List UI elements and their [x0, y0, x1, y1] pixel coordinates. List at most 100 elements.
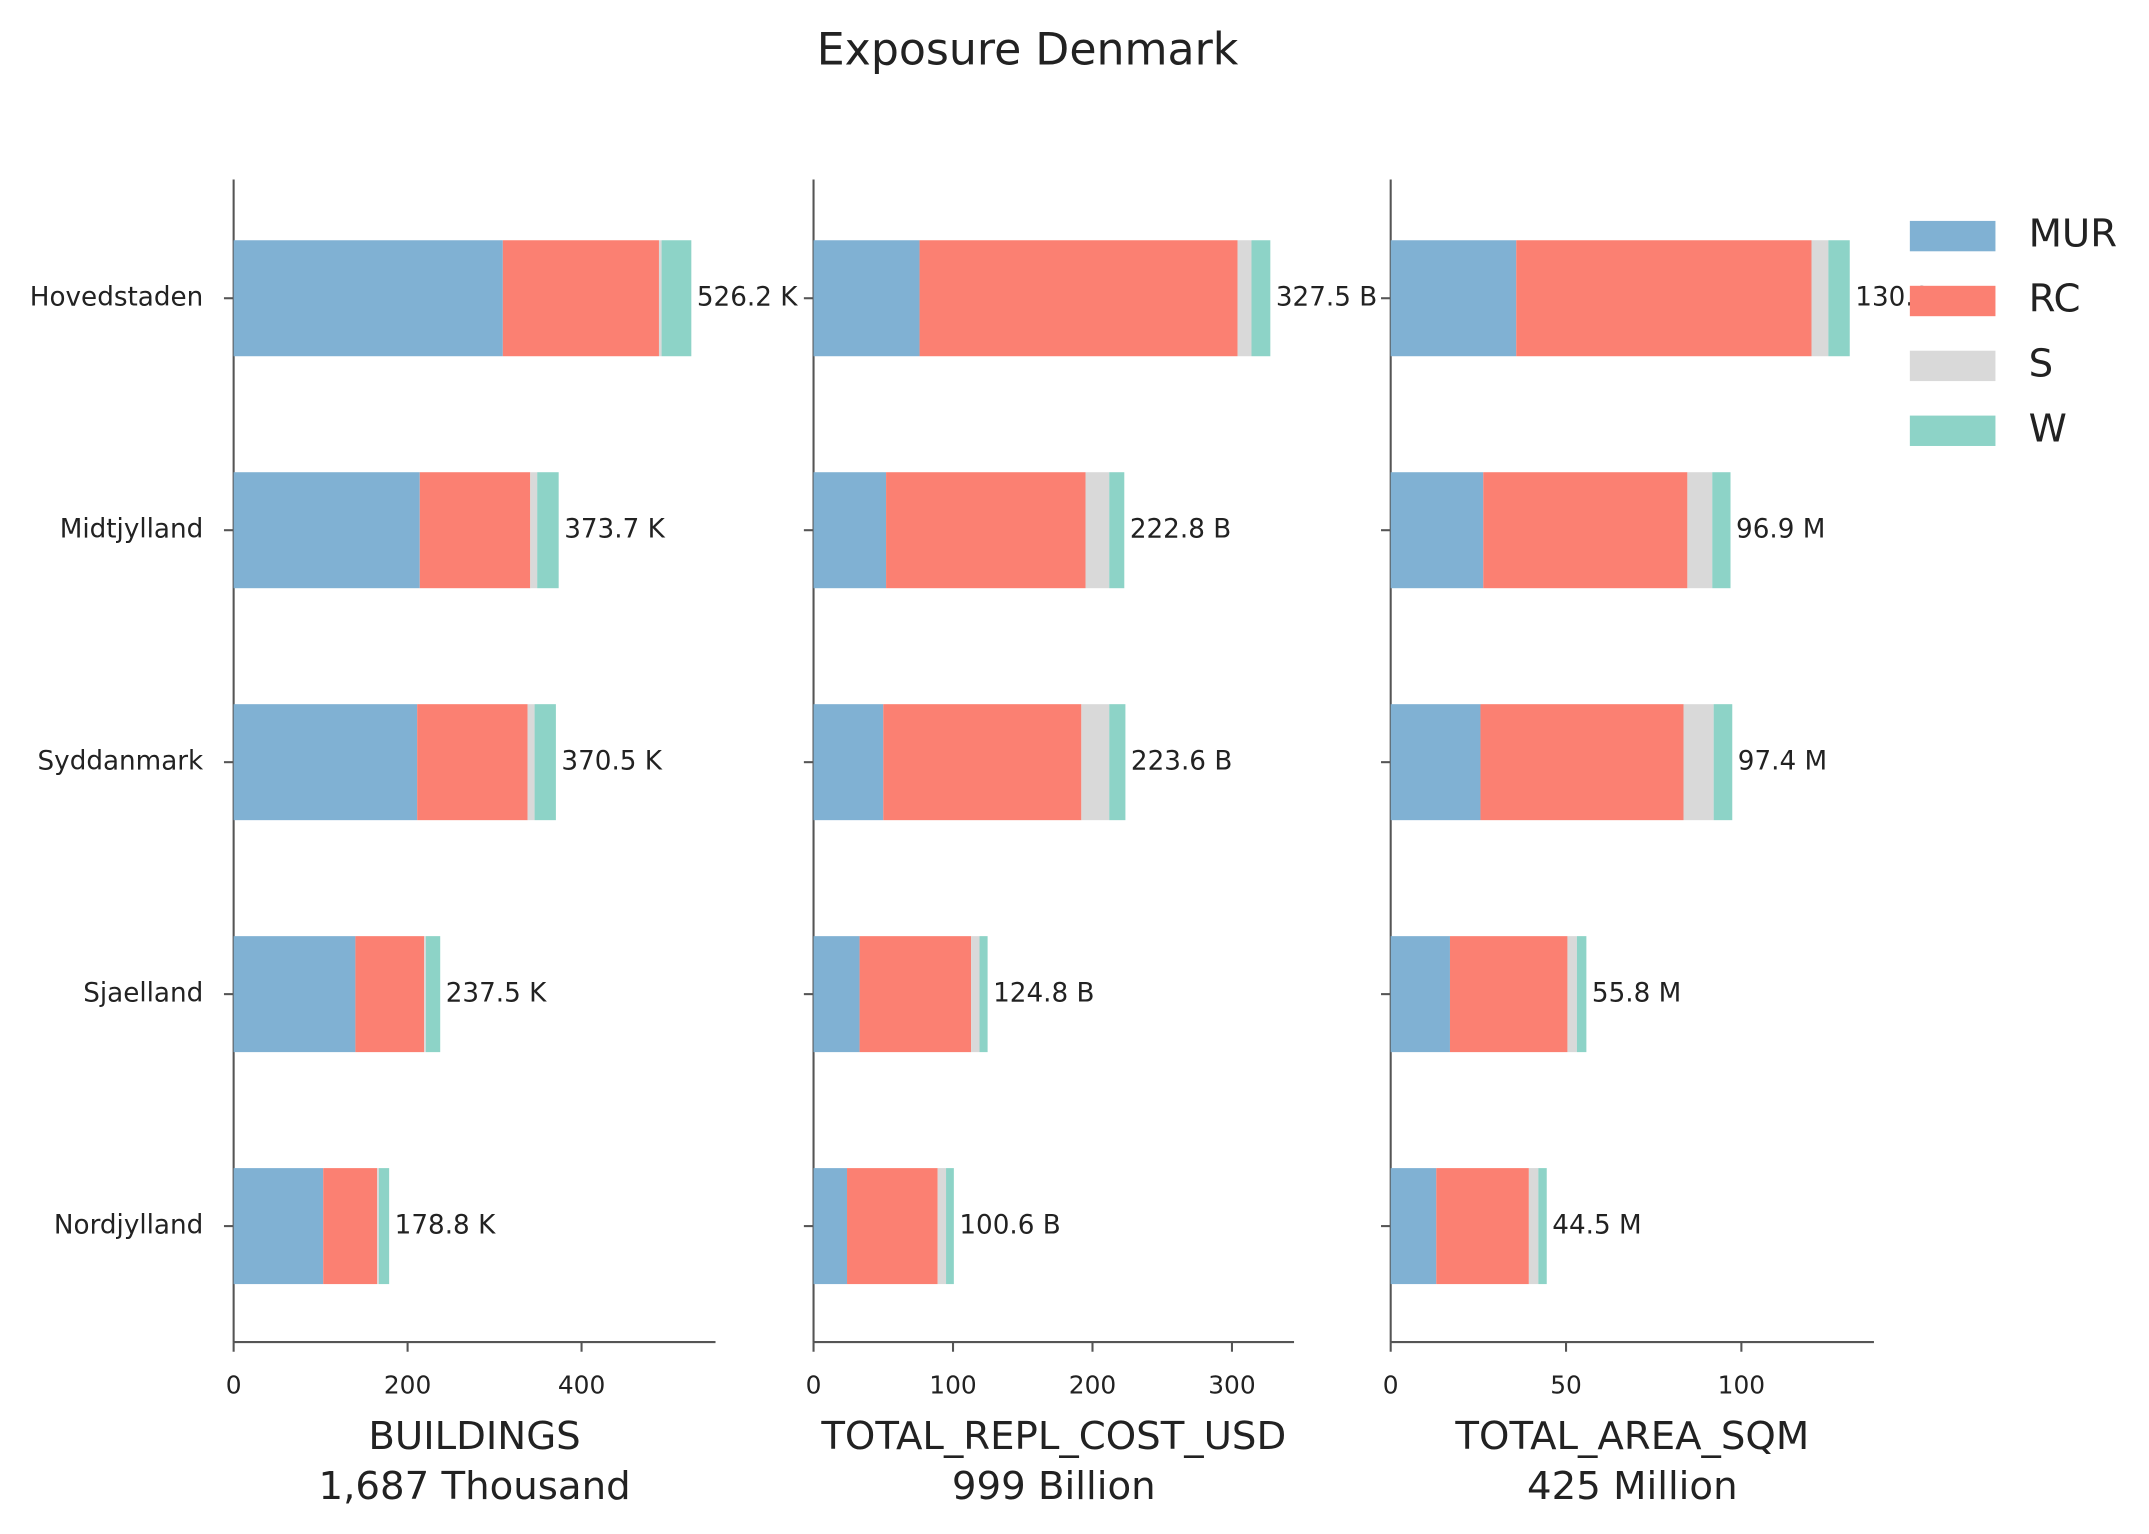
total-label: 370.5 K [561, 747, 662, 777]
bar-segment [534, 704, 556, 821]
bar-segment [1390, 472, 1484, 589]
x-tick-label: 50 [1550, 1370, 1582, 1399]
bar-segment [233, 704, 418, 821]
bar-segment [658, 240, 662, 357]
bar-segment [1528, 1168, 1539, 1285]
total-label: 327.5 B [1276, 283, 1377, 313]
bar-segment [1713, 704, 1733, 821]
bar-segment [813, 936, 860, 1053]
x-axis-subtitle: 425 Million [1527, 1464, 1738, 1509]
y-tick-label: Midtjylland [60, 515, 204, 545]
bar-segment [946, 1168, 954, 1285]
bar-segment [847, 1168, 938, 1285]
total-label: 237.5 K [446, 979, 547, 1009]
total-label: 223.6 B [1131, 747, 1232, 777]
legend-label: MUR [2029, 212, 2118, 257]
bar-segment [813, 704, 884, 821]
legend-swatch [1909, 415, 1996, 446]
bar-segment [233, 1168, 324, 1285]
x-tick-label: 400 [558, 1370, 605, 1399]
bar-segment [1390, 704, 1481, 821]
total-label: 526.2 K [697, 283, 798, 313]
bar-segment [937, 1168, 947, 1285]
legend-swatch [1909, 220, 1996, 252]
bar-segment [919, 240, 1238, 357]
bar-segment [419, 472, 531, 589]
bar-segment [355, 936, 425, 1053]
total-label: 100.6 B [959, 1211, 1060, 1241]
total-label: 178.8 K [395, 1211, 496, 1241]
bar-segment [661, 240, 692, 357]
bar-segment [527, 704, 535, 821]
bar-segment [813, 240, 920, 357]
bar-segment [233, 472, 420, 589]
x-tick-label: 300 [1208, 1370, 1255, 1399]
bar-segment [971, 936, 980, 1053]
bar-segment [1683, 704, 1714, 821]
y-tick-label: Syddanmark [38, 747, 205, 777]
bar-segment [1436, 1168, 1529, 1285]
bar-segment [1567, 936, 1577, 1053]
y-tick-label: Nordjylland [54, 1211, 203, 1241]
bar-segment [1483, 472, 1688, 589]
bar-segment [1687, 472, 1713, 589]
x-axis-label: TOTAL_AREA_SQM [1454, 1414, 1809, 1459]
bar-segment [530, 472, 538, 589]
bar-segment [1811, 240, 1829, 357]
bar-segment [1516, 240, 1812, 357]
bar-segment [377, 1168, 379, 1285]
bar-segment [1390, 1168, 1437, 1285]
bar-segment [883, 704, 1082, 821]
bar-segment [859, 936, 972, 1053]
bar-segment [1576, 936, 1587, 1053]
bar-segment [1390, 240, 1517, 357]
bar-segment [813, 1168, 848, 1285]
legend-swatch [1909, 285, 1996, 317]
total-label: 44.5 M [1552, 1211, 1641, 1241]
y-tick-label: Hovedstaden [30, 283, 203, 313]
bar-segment [378, 1168, 390, 1285]
legend-label: W [2029, 406, 2067, 451]
x-tick-label: 0 [806, 1370, 822, 1399]
bar-segment [886, 472, 1086, 589]
total-label: 96.9 M [1736, 515, 1825, 545]
bar-segment [1449, 936, 1568, 1053]
bar-segment [323, 1168, 378, 1285]
total-label: 124.8 B [993, 979, 1094, 1009]
x-tick-label: 200 [1069, 1370, 1116, 1399]
x-axis-subtitle: 999 Billion [952, 1464, 1156, 1509]
bar-segment [425, 936, 441, 1053]
bar-segment [1480, 704, 1684, 821]
bar-segment [424, 936, 426, 1053]
x-axis-label: TOTAL_REPL_COST_USD [820, 1414, 1286, 1459]
x-tick-label: 100 [929, 1370, 976, 1399]
total-label: 222.8 B [1130, 515, 1231, 545]
bar-segment [1390, 936, 1450, 1053]
total-label: 97.4 M [1738, 747, 1827, 777]
bar-segment [1828, 240, 1850, 357]
bar-segment [1538, 1168, 1547, 1285]
x-axis-label: BUILDINGS [368, 1414, 580, 1459]
chart-title: Exposure Denmark [817, 24, 1239, 75]
bar-segment [502, 240, 659, 357]
bar-segment [417, 704, 528, 821]
legend-label: RC [2029, 277, 2081, 322]
bar-segment [233, 240, 503, 357]
bar-segment [1237, 240, 1252, 357]
bar-segment [979, 936, 988, 1053]
x-tick-label: 0 [1383, 1370, 1399, 1399]
y-tick-label: Sjaelland [83, 979, 203, 1009]
x-axis-subtitle: 1,687 Thousand [319, 1464, 631, 1509]
total-label: 373.7 K [564, 515, 665, 545]
x-tick-label: 100 [1718, 1370, 1765, 1399]
bar-segment [1109, 704, 1126, 821]
bar-segment [813, 472, 887, 589]
bar-segment [537, 472, 559, 589]
bar-segment [233, 936, 356, 1053]
x-tick-label: 0 [226, 1370, 242, 1399]
bar-segment [1712, 472, 1731, 589]
bar-segment [1085, 472, 1110, 589]
legend-label: S [2029, 341, 2054, 386]
